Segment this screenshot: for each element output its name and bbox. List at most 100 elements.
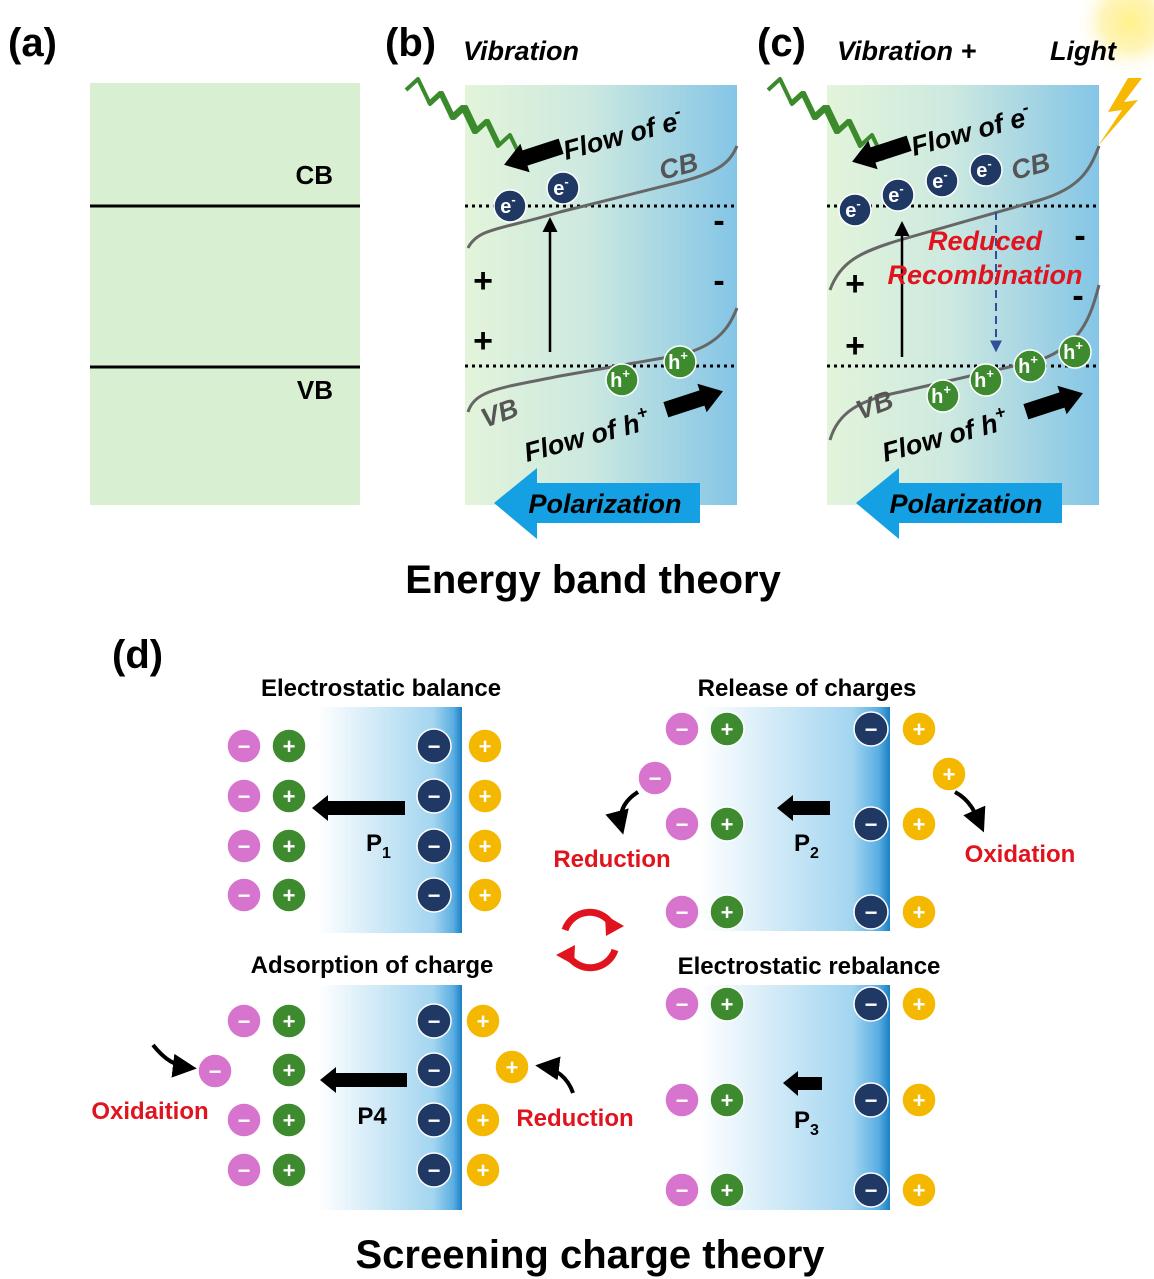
charge (853, 806, 889, 842)
carrier-label: e- (553, 174, 568, 200)
carrier-circle (926, 379, 960, 413)
curved-arrow (151, 1043, 197, 1078)
polarization-head (320, 1067, 336, 1093)
carrier: e- (881, 178, 915, 212)
charge-sign: + (283, 834, 296, 859)
charge (467, 728, 503, 764)
reduction-label: Reduction (516, 1105, 633, 1132)
superscript: - (564, 174, 568, 189)
charge (271, 1003, 307, 1039)
charge (709, 711, 745, 747)
carrier-label: e- (888, 181, 903, 207)
charge (709, 806, 745, 842)
carrier-label: e- (976, 156, 991, 182)
text: h (610, 370, 622, 392)
charge (853, 1172, 889, 1208)
wave (448, 105, 524, 161)
charge-sign: + (479, 834, 492, 859)
carrier-circle (605, 363, 639, 397)
charge-sign: − (428, 1009, 441, 1034)
minus-sign: - (1074, 217, 1085, 255)
text: e (553, 178, 564, 200)
text: e (976, 160, 987, 182)
vb-label: VB (297, 375, 333, 405)
charge-sign: − (865, 1178, 878, 1203)
superscript: + (1075, 338, 1083, 353)
polarization-label: P3 (794, 1107, 819, 1139)
recombination-label: Recombination (887, 260, 1082, 290)
charge (226, 728, 262, 764)
charge-sign: − (428, 784, 441, 809)
charge-sign: − (676, 992, 689, 1017)
charge-sign: − (676, 717, 689, 742)
charge (664, 1082, 700, 1118)
charge (664, 711, 700, 747)
superscript: - (856, 196, 860, 211)
charge-sign: + (721, 812, 734, 837)
charge (226, 1102, 262, 1138)
subscript: 1 (382, 845, 391, 862)
flow-arrow (852, 135, 912, 170)
polarization-label: P1 (366, 830, 391, 862)
superscript: + (1030, 352, 1038, 367)
charge-sign: + (283, 734, 296, 759)
charge (853, 1082, 889, 1118)
carrier: h+ (663, 345, 697, 379)
charge (853, 711, 889, 747)
polarization-label: Polarization (889, 489, 1042, 519)
charge (271, 778, 307, 814)
charge-sign: + (283, 1009, 296, 1034)
text: P (366, 830, 382, 857)
minus-sign: - (713, 202, 724, 240)
polarization-bar (792, 801, 830, 815)
charge (664, 1172, 700, 1208)
charge-sign: − (428, 1158, 441, 1183)
plus-sign: + (845, 265, 865, 303)
charge (467, 778, 503, 814)
charge-sign: − (649, 766, 662, 791)
panel-label: (c) (757, 21, 806, 65)
charge (709, 986, 745, 1022)
superscript: - (672, 101, 683, 122)
flow-arrow (1023, 385, 1083, 420)
text: e (845, 200, 856, 222)
charge (226, 1152, 262, 1188)
carrier-circle (1058, 335, 1092, 369)
charge-sign: − (209, 1059, 222, 1084)
charge-sign: − (428, 883, 441, 908)
charge (664, 986, 700, 1022)
charge (271, 828, 307, 864)
charge-sign: − (238, 784, 251, 809)
carrier-circle (838, 193, 872, 227)
charge-sign: − (238, 1009, 251, 1034)
charge (664, 894, 700, 930)
carrier-label: h+ (974, 366, 994, 392)
charge (901, 986, 937, 1022)
carrier-label: e- (845, 196, 860, 222)
charge (197, 1053, 233, 1089)
charge-sign: − (865, 900, 878, 925)
charge-sign: + (283, 1058, 296, 1083)
cb-curve (466, 145, 739, 249)
charge-sign: + (913, 992, 926, 1017)
charge-sign: + (721, 1088, 734, 1113)
polarization-arrow (494, 468, 700, 539)
carrier-circle (493, 189, 527, 223)
carrier-label: h+ (668, 348, 688, 374)
charge-sign: − (428, 1058, 441, 1083)
charge (853, 894, 889, 930)
charge-sign: − (676, 1178, 689, 1203)
text: h (1018, 356, 1030, 378)
superscript: - (1020, 97, 1031, 118)
superscript: - (511, 192, 515, 207)
cycle-head (605, 915, 624, 936)
text: e (932, 171, 943, 193)
charge-sign: + (479, 784, 492, 809)
cycle-arc (561, 908, 616, 932)
state-title: Adsorption of charge (251, 952, 494, 979)
plus-sign: + (473, 322, 493, 360)
section-title: Energy band theory (405, 558, 781, 602)
vb-curve (466, 307, 739, 413)
charge-sign: + (283, 1108, 296, 1133)
